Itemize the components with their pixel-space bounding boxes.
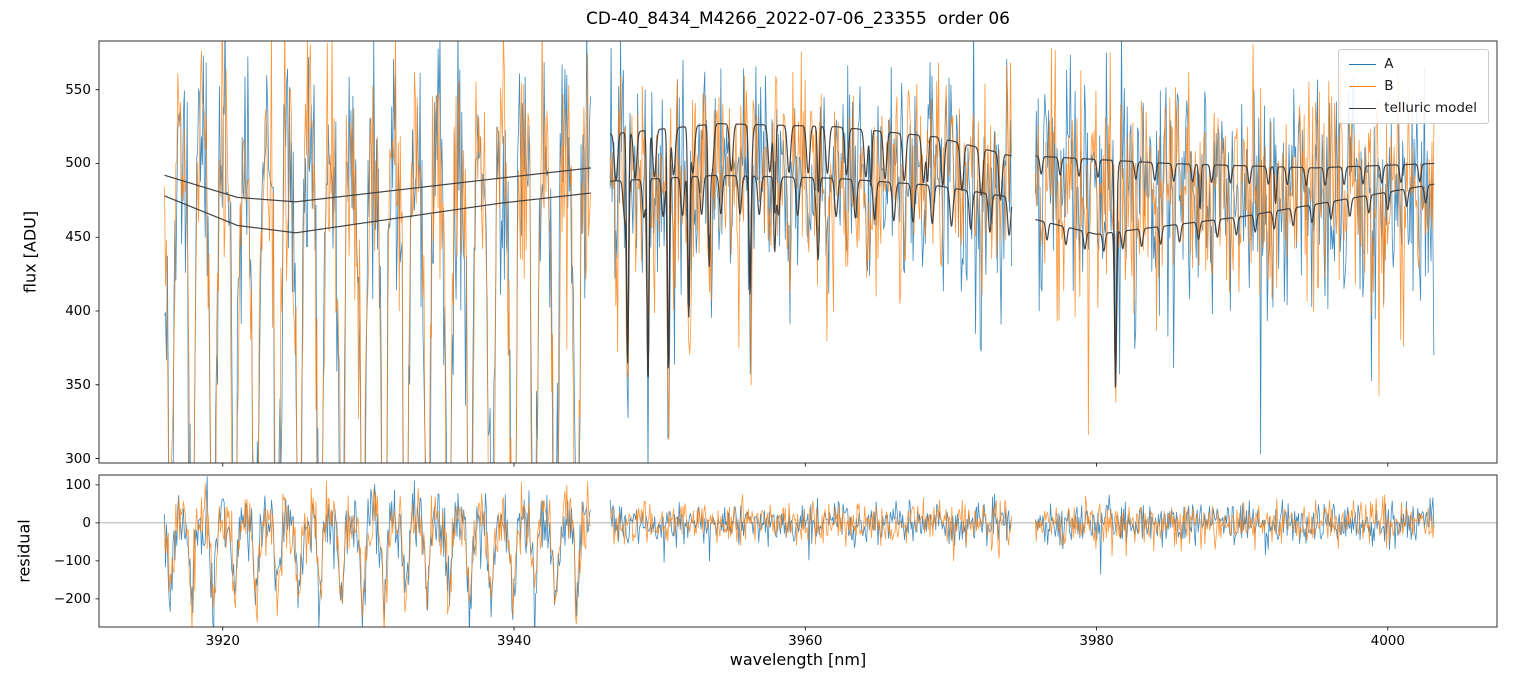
- wavelength-axis-label: wavelength [nm]: [729, 650, 867, 669]
- legend-item-b: B: [1349, 79, 1477, 94]
- legend-line-a-swatch: [1349, 64, 1377, 65]
- legend-line-b-swatch: [1349, 86, 1377, 87]
- plot-title: CD-40_8434_M4266_2022-07-06_23355 order …: [586, 9, 1010, 29]
- legend-label-telluric-model: telluric model: [1384, 100, 1477, 116]
- legend: A B telluric model: [1338, 49, 1489, 124]
- residual-axis-label: residual: [14, 519, 34, 583]
- legend-line-telluric-swatch: [1349, 108, 1377, 109]
- legend-item-a: A: [1349, 57, 1477, 72]
- flux-axis-label: flux [ADU]: [20, 210, 40, 294]
- legend-item-telluric-model: telluric model: [1349, 101, 1477, 116]
- legend-label-a: A: [1384, 56, 1394, 72]
- legend-label-b: B: [1384, 78, 1394, 94]
